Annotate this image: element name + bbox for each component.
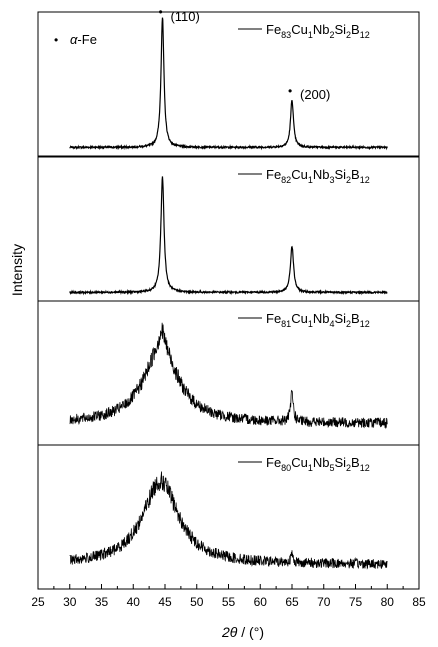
legend-subscript: 2 — [346, 463, 351, 473]
legend-element: Fe — [266, 311, 281, 326]
x-axis-label: 2θ / (°) — [221, 624, 264, 640]
legend-element: Si — [334, 311, 346, 326]
peak-annotations: • (110) • (200) • α-Fe — [54, 5, 330, 102]
legend-element: Cu — [291, 22, 308, 37]
legend-element: B — [351, 167, 360, 182]
x-axis-symbol: 2θ — [221, 624, 238, 640]
legend-element: Si — [334, 455, 346, 470]
phase-element: -Fe — [77, 32, 97, 47]
legend-subscript: 12 — [360, 175, 370, 185]
legend-subscript: 5 — [329, 463, 334, 473]
x-axis-unit: / (°) — [237, 624, 264, 640]
legend-label: Fe81Cu1Nb4Si2B12 — [266, 311, 370, 329]
legend-subscript: 1 — [308, 463, 313, 473]
panel-frame — [37, 11, 420, 157]
legend-subscript: 80 — [281, 463, 291, 473]
x-tick-label: 85 — [412, 595, 426, 609]
legend-element: Nb — [313, 167, 330, 182]
x-tick-label: 65 — [285, 595, 299, 609]
panel-4: Fe80Cu1Nb5Si2B12 — [37, 444, 420, 590]
legend-element: Nb — [313, 22, 330, 37]
legend-subscript: 82 — [281, 175, 291, 185]
panel-stack: Fe83Cu1Nb2Si2B12Fe82Cu1Nb3Si2B12Fe81Cu1N… — [37, 11, 420, 590]
phase-legend-label: α-Fe — [70, 32, 97, 47]
legend-label: Fe83Cu1Nb2Si2B12 — [266, 22, 370, 40]
peak-110-marker: • — [158, 5, 162, 19]
x-tick-label: 75 — [349, 595, 363, 609]
phase-symbol: α — [70, 32, 78, 47]
legend-subscript: 12 — [360, 30, 370, 40]
legend-subscript: 3 — [329, 175, 334, 185]
panel-3: Fe81Cu1Nb4Si2B12 — [37, 300, 420, 446]
x-axis: 25 30 35 40 45 50 55 60 65 70 75 80 85 — [31, 584, 426, 609]
legend-subscript: 83 — [281, 30, 291, 40]
x-tick-label: 35 — [95, 595, 109, 609]
x-tick-label: 30 — [63, 595, 77, 609]
x-tick-label: 50 — [190, 595, 204, 609]
legend-element: B — [351, 455, 360, 470]
peak-110-label: (110) — [170, 9, 199, 24]
legend-element: Cu — [291, 167, 308, 182]
legend-subscript: 2 — [346, 175, 351, 185]
legend-element: Si — [334, 167, 346, 182]
series-line — [69, 17, 388, 151]
legend-subscript: 4 — [329, 319, 334, 329]
x-tick-label: 40 — [127, 595, 141, 609]
legend-subscript: 1 — [308, 319, 313, 329]
x-tick-label: 60 — [254, 595, 268, 609]
series-line — [69, 176, 388, 296]
legend-subscript: 1 — [308, 175, 313, 185]
legend-subscript: 12 — [360, 319, 370, 329]
panel-1: Fe83Cu1Nb2Si2B12 — [37, 11, 420, 157]
legend-element: B — [351, 22, 360, 37]
peak-200-marker: • — [288, 84, 292, 98]
phase-legend-marker: • — [54, 33, 58, 47]
x-tick-label: 25 — [31, 595, 45, 609]
legend-element: Cu — [291, 311, 308, 326]
legend-element: Fe — [266, 455, 281, 470]
legend-label: Fe82Cu1Nb3Si2B12 — [266, 167, 370, 185]
x-tick-label: 45 — [158, 595, 172, 609]
x-tick-label: 80 — [381, 595, 395, 609]
legend-element: Fe — [266, 22, 281, 37]
legend-subscript: 2 — [346, 319, 351, 329]
peak-200-label: (200) — [300, 87, 330, 102]
legend-element: Nb — [313, 311, 330, 326]
series-line — [69, 322, 388, 430]
legend-element: Nb — [313, 455, 330, 470]
legend-element: Cu — [291, 455, 308, 470]
legend-element: Fe — [266, 167, 281, 182]
legend-subscript: 81 — [281, 319, 291, 329]
series-line — [69, 471, 388, 570]
legend-subscript: 1 — [308, 30, 313, 40]
x-tick-label: 70 — [317, 595, 331, 609]
y-axis-label: Intensity — [9, 244, 25, 296]
legend-subscript: 2 — [329, 30, 334, 40]
legend-subscript: 2 — [346, 30, 351, 40]
x-tick-label: 55 — [222, 595, 236, 609]
panel-2: Fe82Cu1Nb3Si2B12 — [37, 156, 420, 302]
legend-element: Si — [334, 22, 346, 37]
legend-label: Fe80Cu1Nb5Si2B12 — [266, 455, 370, 473]
legend-subscript: 12 — [360, 463, 370, 473]
legend-element: B — [351, 311, 360, 326]
